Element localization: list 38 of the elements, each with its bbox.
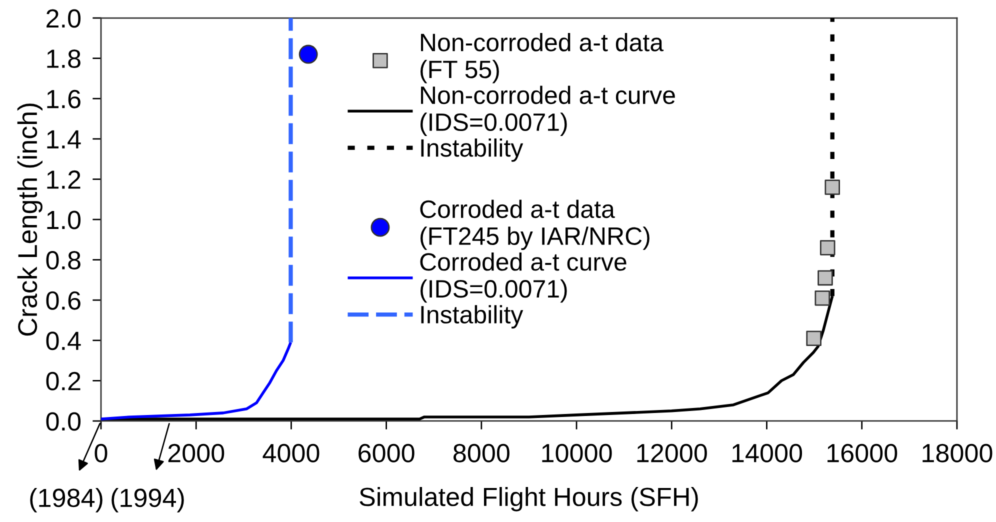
x-tick-label: 8000 — [454, 444, 510, 462]
x-tick-label: 12000 — [637, 444, 707, 462]
legend-label: Non-corroded a-t data (FT 55) — [420, 33, 664, 84]
y-tick-label: 1.6 — [47, 90, 80, 108]
x-tick-label: 10000 — [542, 444, 612, 462]
y-tick-label: 0.8 — [46, 251, 80, 270]
legend-label: Corroded a-t curve (IDS=0.0071) — [420, 252, 626, 303]
line-series — [100, 341, 292, 420]
y-tick-label: 2.0 — [46, 9, 81, 28]
point — [820, 240, 836, 256]
x-tick-label: 6000 — [358, 444, 414, 462]
legend-label: Instability — [421, 138, 524, 162]
y-tick-label: 0.0 — [46, 412, 81, 431]
x-tick-label: 18000 — [922, 444, 992, 462]
legend-label: Non-corroded a-t curve (IDS=0.0071) — [420, 86, 675, 136]
point — [806, 330, 822, 346]
y-tick-label: 1.2 — [47, 170, 80, 189]
y-tick-label: 1.8 — [47, 50, 80, 68]
x-tick-label: 0 — [94, 444, 108, 462]
point — [814, 290, 830, 306]
legend-label: Instability — [421, 305, 524, 328]
x-axis-title: Simulated Flight Hours (SFH) — [360, 487, 698, 512]
y-tick-label: 0.2 — [46, 372, 80, 390]
x-tick-label: 14000 — [732, 444, 802, 462]
y-tick-label: 1.0 — [47, 210, 81, 230]
point — [824, 180, 840, 195]
x-tick-label: 2000 — [168, 444, 224, 462]
x-tick-label: 4000 — [262, 444, 320, 462]
y-tick-label: 0.6 — [46, 291, 80, 310]
y-tick-label: 0.4 — [46, 332, 81, 350]
y-axis-title: Crack Length (inch) — [17, 104, 42, 336]
x-tick-label: 16000 — [828, 444, 898, 462]
legend-label: Corroded a-t data (FT245 by IAR/NRC) — [420, 200, 650, 250]
point — [298, 44, 318, 64]
annotation: (1994) — [112, 488, 184, 512]
annotation: (1984) — [30, 488, 102, 512]
point — [818, 270, 833, 286]
y-tick-label: 1.4 — [47, 130, 81, 148]
